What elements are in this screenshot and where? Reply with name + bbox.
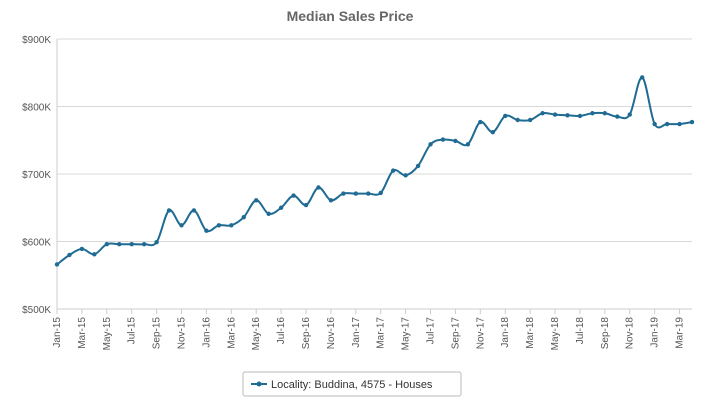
data-point[interactable] (266, 211, 271, 217)
legend[interactable]: Locality: Buddina, 4575 - Houses (242, 371, 462, 397)
data-point[interactable] (92, 252, 97, 257)
x-tick-label: Mar-18 (525, 317, 536, 349)
data-point[interactable] (403, 173, 408, 178)
data-point[interactable] (478, 119, 483, 125)
data-point[interactable] (590, 111, 595, 116)
series-layer (54, 75, 695, 267)
data-point[interactable] (191, 208, 197, 213)
data-point[interactable] (627, 112, 632, 117)
data-point[interactable] (453, 138, 458, 144)
data-point[interactable] (117, 242, 122, 247)
series-line-buddina-houses (56, 76, 693, 266)
data-point[interactable] (166, 208, 172, 213)
x-tick-label: Jan-16 (201, 317, 212, 348)
x-tick-label: May-16 (251, 317, 262, 351)
data-point[interactable] (341, 191, 346, 196)
x-tick-label: Sep-18 (600, 317, 611, 350)
y-tick-label: $700K (22, 170, 51, 181)
data-point[interactable] (291, 193, 296, 198)
x-tick-label: Sep-15 (152, 317, 163, 350)
data-point[interactable] (378, 190, 383, 196)
x-tick-label: Sep-16 (301, 317, 312, 350)
data-point[interactable] (565, 113, 570, 118)
x-tick-label: Jan-18 (500, 317, 511, 348)
data-point[interactable] (316, 185, 321, 190)
data-point[interactable] (490, 129, 495, 135)
legend-series-label: Locality: Buddina, 4575 - Houses (271, 379, 433, 391)
y-tick-label: $900K (22, 35, 51, 46)
x-tick-label: Mar-16 (226, 317, 237, 349)
y-tick-label: $500K (22, 305, 51, 316)
data-point[interactable] (615, 114, 620, 119)
data-point[interactable] (328, 198, 334, 203)
data-point[interactable] (154, 239, 159, 245)
x-tick-label: Nov-16 (326, 317, 337, 350)
data-point[interactable] (241, 215, 246, 220)
data-point[interactable] (54, 262, 60, 267)
data-point[interactable] (440, 137, 446, 142)
data-point[interactable] (129, 242, 134, 247)
data-point[interactable] (540, 111, 545, 116)
y-tick-label: $600K (22, 238, 51, 249)
data-point[interactable] (254, 198, 259, 203)
x-tick-label: Jul-17 (426, 317, 437, 345)
legend-series-marker (256, 381, 262, 387)
x-tick-label: Sep-17 (450, 317, 461, 350)
x-tick-label: May-15 (102, 317, 113, 351)
x-tick-label: Jan-17 (351, 317, 362, 348)
x-tick-label: Mar-15 (77, 317, 88, 349)
x-tick-label: Nov-17 (475, 317, 486, 350)
data-point[interactable] (515, 117, 520, 123)
data-point[interactable] (689, 119, 695, 125)
x-tick-label: Jan-15 (52, 317, 63, 348)
chart-title: Median Sales Price (287, 8, 414, 24)
x-tick-label: Jan-19 (650, 317, 661, 348)
x-tick-label: Jul-16 (276, 317, 287, 345)
x-tick-label: Mar-19 (675, 317, 686, 349)
data-point[interactable] (602, 111, 608, 116)
data-point[interactable] (552, 112, 558, 117)
y-axis-ticks: $500K $600K $700K $800K $900K (22, 35, 51, 316)
data-point[interactable] (527, 117, 533, 123)
data-point[interactable] (428, 142, 433, 147)
x-tick-label: Mar-17 (376, 317, 387, 349)
x-tick-label: Nov-18 (625, 317, 636, 350)
data-point[interactable] (104, 242, 110, 247)
grid-layer (57, 38, 692, 310)
x-axis-ticks: Jan-15 Mar-15 May-15 Jul-15 Sep-15 Nov-15 Jan-… (52, 309, 686, 350)
data-point[interactable] (577, 113, 583, 119)
data-point[interactable] (67, 252, 72, 258)
data-point[interactable] (503, 113, 508, 119)
x-tick-label: May-18 (550, 317, 561, 351)
data-point[interactable] (664, 121, 670, 127)
data-point[interactable] (639, 75, 645, 80)
data-point[interactable] (415, 163, 421, 169)
data-point[interactable] (677, 121, 682, 127)
data-point[interactable] (353, 191, 359, 196)
data-point[interactable] (204, 228, 209, 233)
data-point[interactable] (278, 205, 284, 210)
data-point[interactable] (79, 246, 85, 252)
data-point[interactable] (390, 168, 396, 173)
y-tick-label: $800K (22, 103, 51, 114)
data-point[interactable] (179, 223, 184, 228)
data-point[interactable] (652, 121, 657, 127)
data-point[interactable] (465, 142, 471, 147)
x-tick-label: Jul-15 (127, 317, 138, 345)
legend-box (242, 371, 462, 397)
data-point[interactable] (141, 242, 147, 247)
data-point[interactable] (366, 191, 371, 196)
x-tick-label: May-17 (401, 317, 412, 351)
data-point[interactable] (303, 202, 309, 208)
data-point[interactable] (216, 223, 222, 228)
x-tick-label: Jul-18 (575, 317, 586, 345)
data-point[interactable] (229, 223, 234, 228)
x-tick-label: Nov-15 (177, 317, 188, 350)
